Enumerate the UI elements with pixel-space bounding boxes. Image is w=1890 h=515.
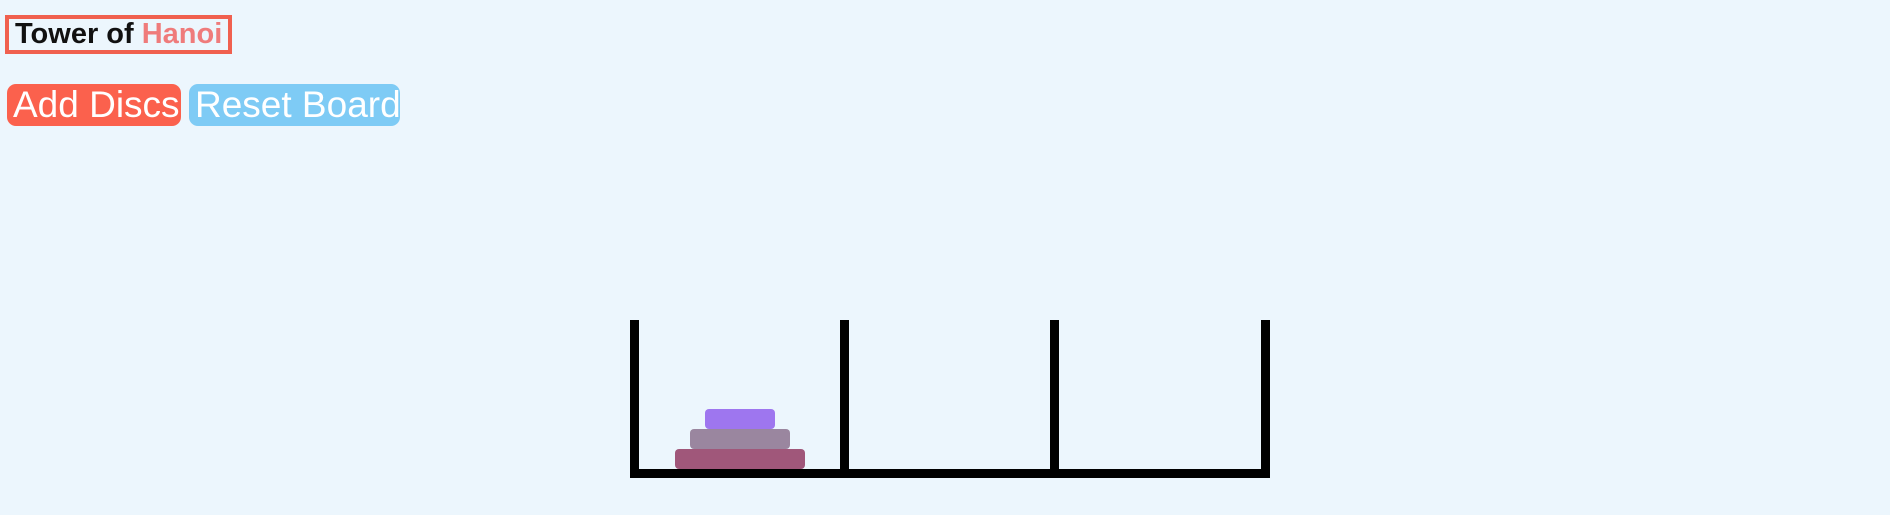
- peg-3[interactable]: [1059, 320, 1261, 469]
- page-title: Tower of Hanoi: [5, 15, 233, 54]
- board-wall-left: [630, 320, 639, 478]
- reset-board-button[interactable]: Reset Board: [189, 84, 401, 126]
- add-discs-button[interactable]: Add Discs: [7, 84, 181, 126]
- board-base: [630, 469, 1270, 478]
- title-accent-text: Hanoi: [141, 18, 223, 50]
- peg-divider-1: [840, 320, 849, 478]
- disc-large[interactable]: [675, 449, 805, 469]
- title-text: Tower of: [15, 18, 134, 50]
- disc-medium[interactable]: [690, 429, 790, 449]
- board-wall-right: [1261, 320, 1270, 478]
- peg-2[interactable]: [849, 320, 1050, 469]
- peg-divider-2: [1050, 320, 1059, 478]
- disc-small[interactable]: [705, 409, 775, 429]
